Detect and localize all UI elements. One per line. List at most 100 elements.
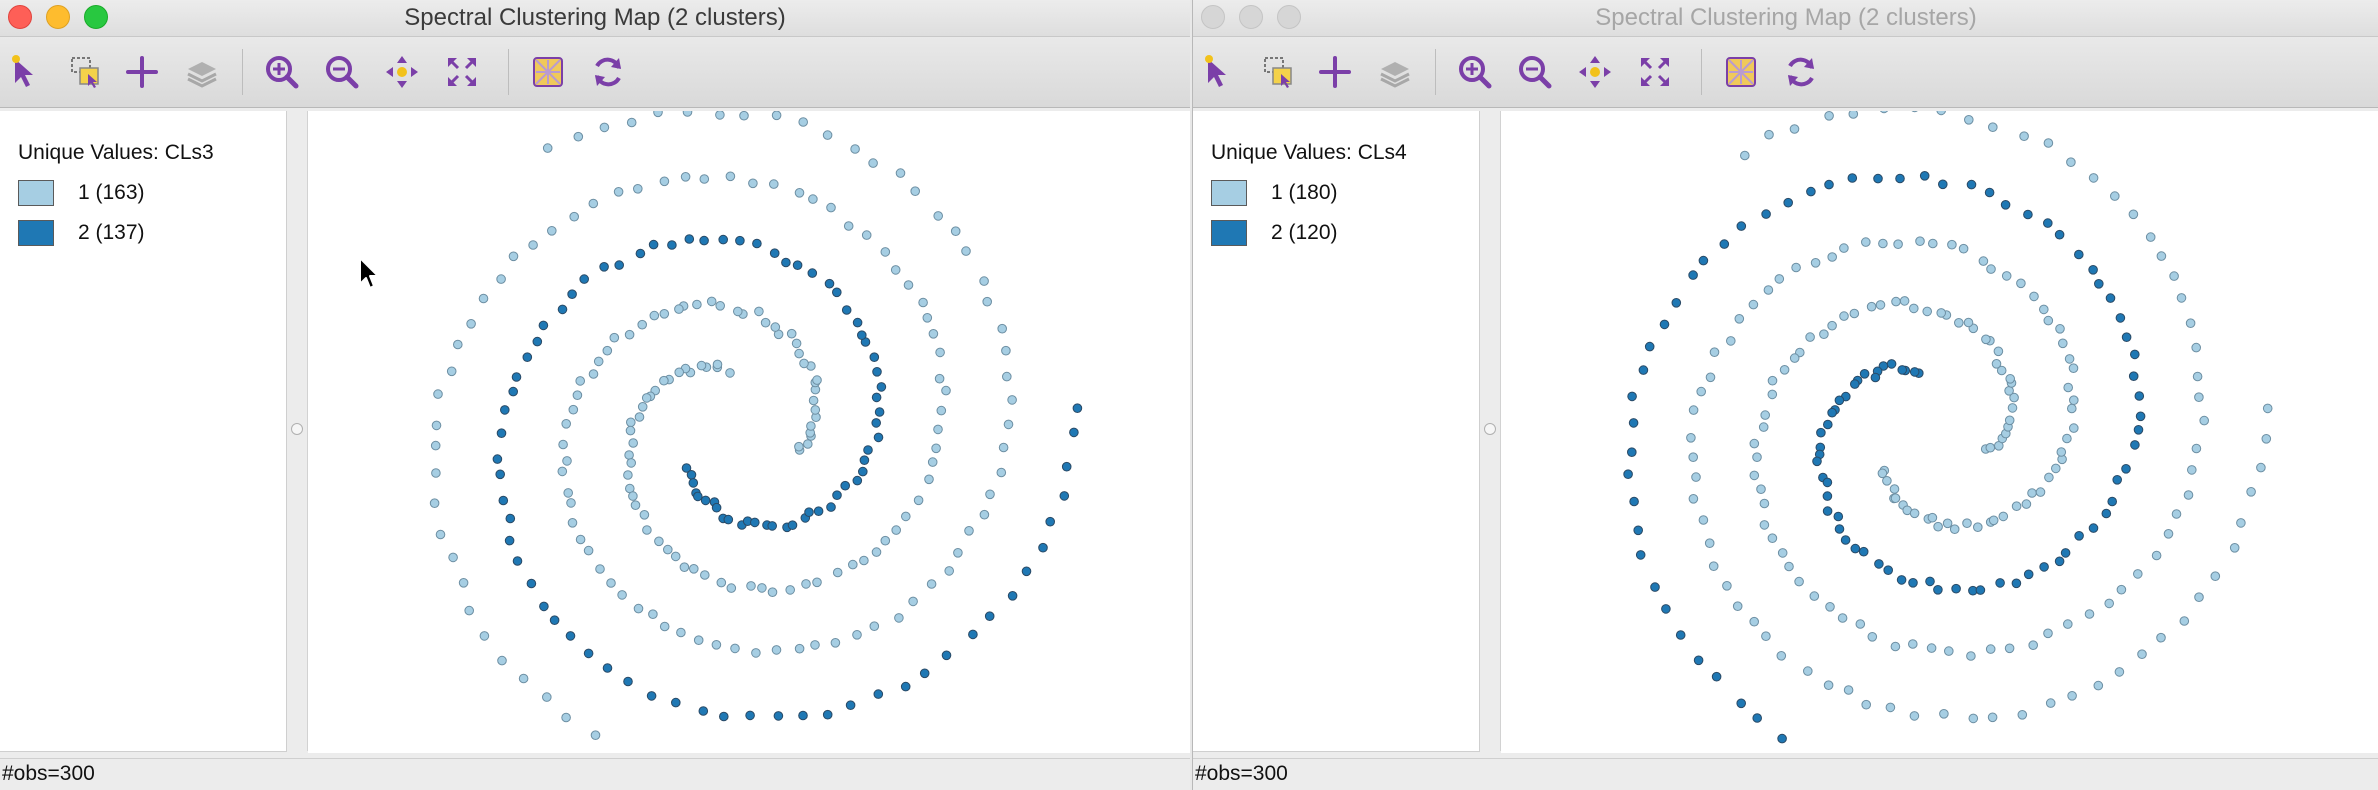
map-point-cluster-1[interactable] (2084, 609, 2095, 619)
map-point-cluster-2[interactable] (852, 475, 863, 486)
full-extent-button[interactable] (442, 52, 482, 92)
map-point-cluster-1[interactable] (2044, 472, 2054, 483)
map-point-cluster-1[interactable] (2027, 488, 2037, 498)
map-point-cluster-1[interactable] (803, 439, 813, 449)
map-window-left[interactable]: Spectral Clustering Map (2 clusters) Uni… (0, 0, 1190, 790)
map-point-cluster-2[interactable] (511, 372, 522, 382)
select-by-region-button[interactable] (66, 52, 106, 92)
map-point-cluster-1[interactable] (1758, 422, 1769, 432)
map-point-cluster-2[interactable] (1627, 391, 1637, 402)
map-point-cluster-2[interactable] (2128, 371, 2139, 382)
map-point-cluster-1[interactable] (1936, 308, 1947, 318)
map-point-cluster-1[interactable] (944, 566, 955, 576)
map-point-cluster-2[interactable] (852, 317, 863, 328)
layers-button[interactable] (1375, 52, 1415, 92)
map-point-cluster-1[interactable] (910, 186, 921, 196)
map-point-cluster-1[interactable] (569, 211, 580, 222)
map-point-cluster-2[interactable] (1938, 179, 1948, 190)
map-point-cluster-2[interactable] (599, 262, 609, 272)
map-point-cluster-1[interactable] (2229, 543, 2240, 553)
map-point-cluster-1[interactable] (2114, 667, 2125, 677)
map-point-cluster-2[interactable] (1623, 469, 1633, 480)
map-point-cluster-2[interactable] (496, 428, 507, 439)
map-point-cluster-1[interactable] (649, 310, 660, 321)
map-point-cluster-1[interactable] (448, 552, 458, 563)
map-point-cluster-2[interactable] (1833, 511, 1844, 522)
map-point-cluster-1[interactable] (868, 158, 878, 168)
map-point-cluster-1[interactable] (1889, 484, 1900, 494)
map-point-cluster-2[interactable] (1822, 477, 1833, 488)
map-point-cluster-2[interactable] (1783, 197, 1794, 208)
map-point-cluster-2[interactable] (1859, 369, 1870, 379)
map-point-cluster-2[interactable] (1886, 359, 1897, 369)
map-point-cluster-1[interactable] (791, 338, 802, 349)
point-map[interactable] (308, 111, 1190, 753)
map-point-cluster-1[interactable] (1861, 699, 1872, 710)
map-point-cluster-1[interactable] (508, 251, 519, 262)
map-point-cluster-1[interactable] (2116, 584, 2127, 595)
map-point-cluster-1[interactable] (2176, 293, 2187, 303)
map-point-cluster-1[interactable] (1908, 639, 1918, 649)
map-point-cluster-2[interactable] (1736, 221, 1747, 231)
map-point-cluster-1[interactable] (1993, 346, 2004, 357)
map-point-cluster-2[interactable] (2112, 475, 2123, 485)
map-point-cluster-1[interactable] (771, 645, 782, 655)
map-point-cluster-1[interactable] (1759, 520, 1770, 530)
map-point-cluster-1[interactable] (757, 583, 767, 593)
map-point-cluster-1[interactable] (1926, 643, 1937, 653)
map-point-cluster-1[interactable] (794, 348, 804, 359)
point-map[interactable] (1501, 111, 2378, 753)
title-bar[interactable]: Spectral Clustering Map (2 clusters) (0, 0, 1190, 37)
splitter-handle[interactable] (1484, 423, 1496, 435)
map-point-cluster-2[interactable] (512, 556, 523, 566)
map-point-cluster-1[interactable] (628, 491, 638, 501)
map-canvas[interactable] (1501, 111, 2378, 753)
map-point-cluster-1[interactable] (466, 319, 476, 329)
map-point-cluster-1[interactable] (2028, 640, 2039, 651)
map-point-cluster-2[interactable] (750, 517, 760, 528)
map-point-cluster-1[interactable] (670, 551, 681, 562)
map-point-cluster-1[interactable] (801, 579, 811, 589)
map-point-cluster-1[interactable] (1848, 111, 1859, 119)
map-point-cluster-1[interactable] (706, 296, 717, 307)
map-point-cluster-1[interactable] (659, 309, 670, 319)
map-point-cluster-1[interactable] (751, 648, 761, 658)
map-point-cluster-1[interactable] (583, 545, 594, 556)
map-point-cluster-1[interactable] (1789, 353, 1800, 363)
map-point-cluster-2[interactable] (826, 502, 836, 512)
map-point-cluster-1[interactable] (812, 375, 822, 385)
map-point-cluster-2[interactable] (504, 535, 515, 546)
map-point-cluster-2[interactable] (1874, 559, 1884, 569)
map-point-cluster-1[interactable] (926, 579, 937, 589)
map-point-cluster-2[interactable] (2043, 218, 2053, 228)
map-point-cluster-1[interactable] (2156, 632, 2166, 643)
map-point-cluster-2[interactable] (635, 248, 646, 259)
map-point-cluster-1[interactable] (2128, 209, 2139, 220)
map-point-cluster-1[interactable] (613, 187, 624, 197)
map-point-cluster-2[interactable] (718, 234, 729, 245)
map-point-cluster-1[interactable] (2067, 403, 2077, 414)
map-point-cluster-2[interactable] (900, 681, 911, 692)
map-point-cluster-1[interactable] (754, 306, 764, 317)
map-point-cluster-1[interactable] (435, 529, 446, 540)
map-point-cluster-1[interactable] (1877, 468, 1888, 479)
map-point-cluster-2[interactable] (1752, 713, 1763, 723)
map-point-cluster-2[interactable] (2130, 440, 2140, 450)
map-point-cluster-2[interactable] (735, 235, 745, 246)
map-point-cluster-2[interactable] (2039, 562, 2049, 572)
map-point-cluster-1[interactable] (1944, 646, 1954, 656)
map-point-cluster-1[interactable] (642, 525, 652, 535)
map-point-cluster-1[interactable] (575, 376, 586, 386)
map-point-cluster-1[interactable] (680, 172, 691, 182)
map-point-cluster-1[interactable] (2056, 447, 2067, 457)
map-point-cluster-1[interactable] (1691, 472, 1701, 482)
map-point-cluster-1[interactable] (1855, 619, 1866, 629)
map-point-cluster-2[interactable] (1659, 319, 1670, 330)
map-point-cluster-1[interactable] (1774, 274, 1785, 284)
map-point-cluster-1[interactable] (692, 299, 702, 310)
map-point-cluster-1[interactable] (748, 178, 758, 189)
map-point-cluster-1[interactable] (464, 605, 474, 616)
map-point-cluster-1[interactable] (861, 230, 872, 240)
map-point-cluster-1[interactable] (997, 323, 1008, 334)
map-point-cluster-1[interactable] (637, 402, 648, 412)
